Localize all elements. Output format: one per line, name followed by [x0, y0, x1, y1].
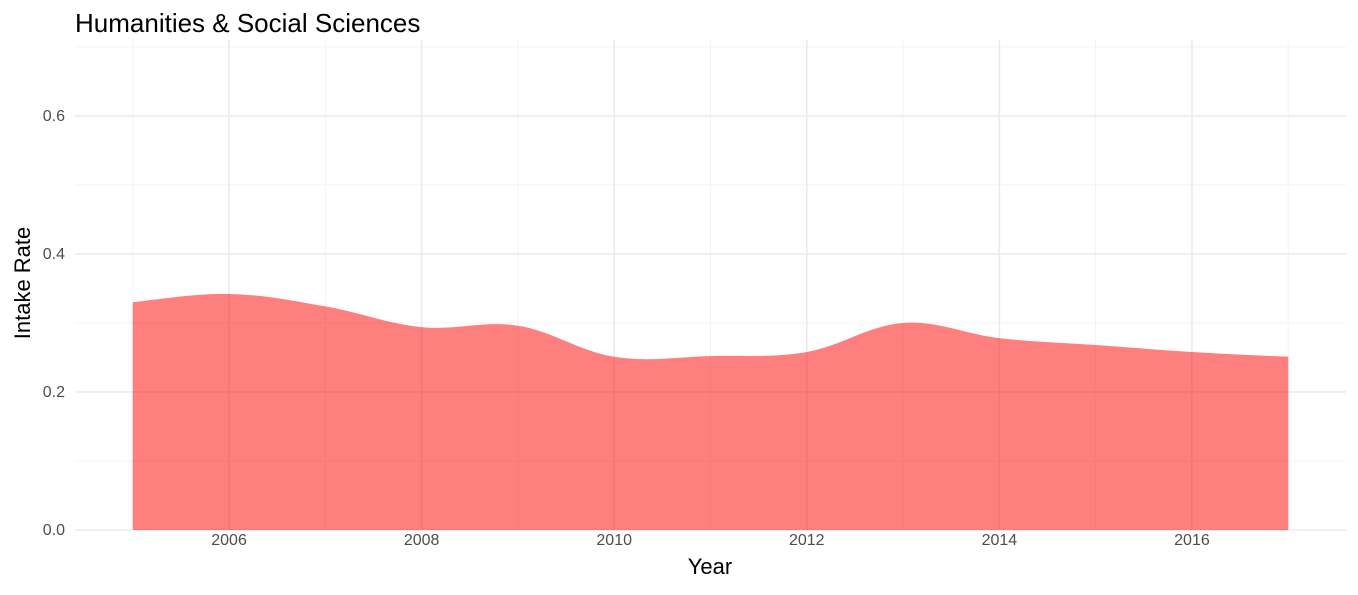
x-tick-label: 2012: [789, 532, 825, 549]
x-axis-ticks: 2006 2008 2010 2012 2014 2016: [211, 532, 1210, 549]
x-axis-title: Year: [688, 554, 732, 579]
y-tick-label: 0.6: [43, 108, 65, 125]
y-tick-label: 0.0: [43, 522, 65, 539]
x-tick-label: 2010: [596, 532, 632, 549]
area-series: [132, 293, 1289, 530]
y-axis-ticks: 0.0 0.2 0.4 0.6: [43, 108, 65, 539]
x-tick-label: 2016: [1174, 532, 1210, 549]
x-tick-label: 2008: [404, 532, 440, 549]
chart-title: Humanities & Social Sciences: [75, 8, 420, 38]
y-axis-title: Intake Rate: [10, 227, 35, 340]
y-tick-label: 0.2: [43, 384, 65, 401]
x-tick-label: 2006: [211, 532, 247, 549]
area-fill: [132, 293, 1289, 530]
x-tick-label: 2014: [982, 532, 1018, 549]
y-tick-label: 0.4: [43, 246, 65, 263]
